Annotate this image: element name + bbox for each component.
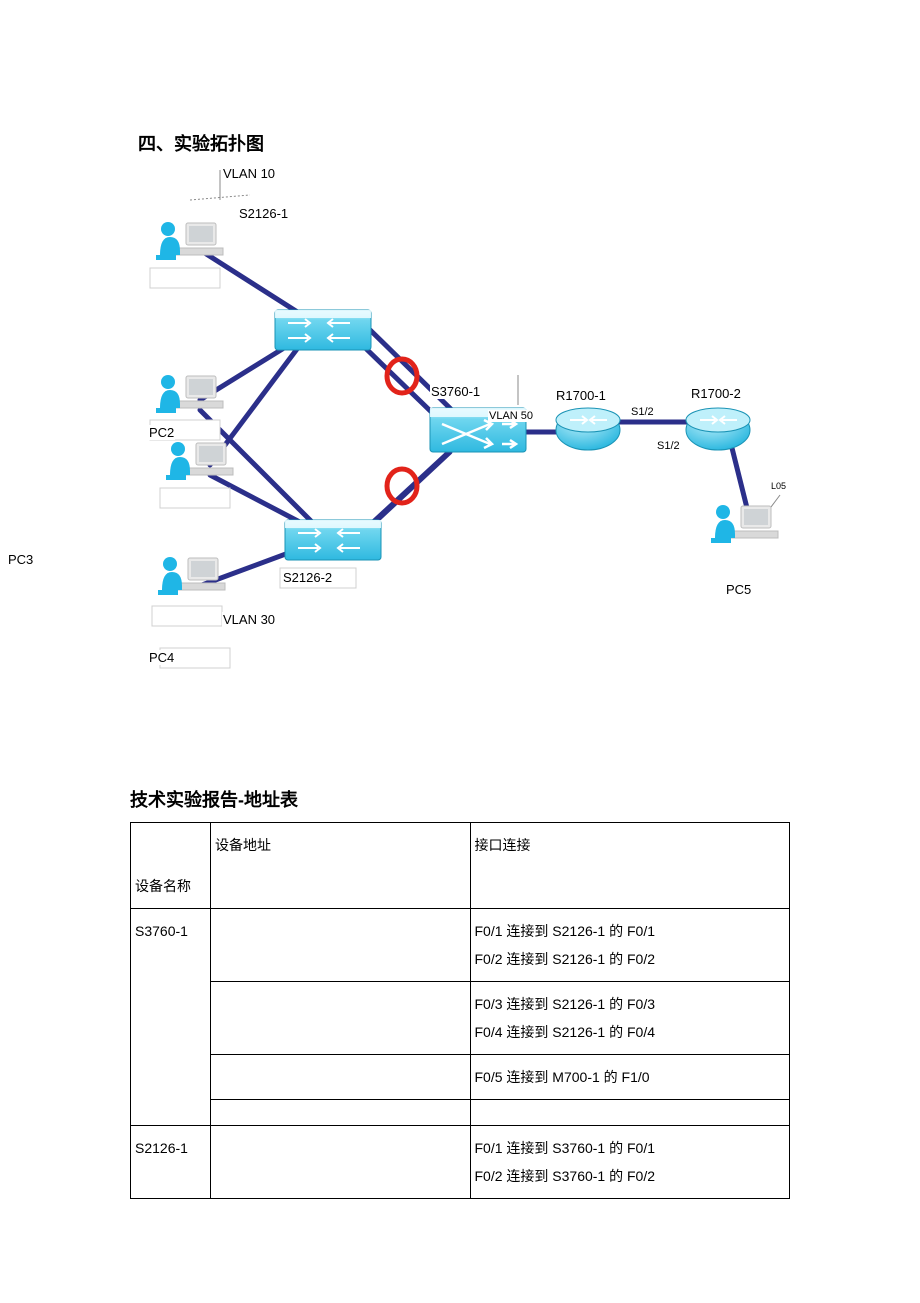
pc-icon-2 bbox=[156, 375, 223, 413]
label-l05: L05 bbox=[770, 481, 787, 491]
cell-addr bbox=[210, 909, 470, 982]
pc-icon-3 bbox=[166, 442, 233, 480]
label-vlan10: VLAN 10 bbox=[222, 166, 276, 181]
pc-icon-5 bbox=[711, 505, 778, 543]
cell-conn: F0/1 连接到 S2126-1 的 F0/1F0/2 连接到 S2126-1 … bbox=[470, 909, 790, 982]
label-s12-bot: S1/2 bbox=[656, 440, 681, 452]
pc-icon-1 bbox=[156, 222, 223, 260]
label-s2126-2: S2126-2 bbox=[282, 570, 333, 585]
cell-conn: F0/3 连接到 S2126-1 的 F0/3F0/4 连接到 S2126-1 … bbox=[470, 982, 790, 1055]
table-row: S3760-1 F0/1 连接到 S2126-1 的 F0/1F0/2 连接到 … bbox=[131, 909, 790, 982]
cell-addr bbox=[210, 1100, 470, 1126]
label-vlan50: VLAN 50 bbox=[488, 410, 534, 422]
cell-name: S3760-1 bbox=[131, 909, 211, 1126]
table-row: S2126-1 F0/1 连接到 S3760-1 的 F0/1F0/2 连接到 … bbox=[131, 1126, 790, 1199]
label-pc5: PC5 bbox=[725, 582, 752, 597]
table-heading: 技术实验报告-地址表 bbox=[130, 786, 298, 812]
address-table-wrap: 设备名称 设备地址 接口连接 S3760-1 F0/1 连接到 S2126-1 … bbox=[130, 822, 790, 1199]
network-topology-diagram: VLAN 10 S2126-1 PC2 PC4 S2126-2 VLAN 30 … bbox=[130, 120, 830, 680]
cell-conn: F0/5 连接到 M700-1 的 F1/0 bbox=[470, 1055, 790, 1100]
label-r1700-2: R1700-2 bbox=[690, 386, 742, 401]
switch-s2126-2 bbox=[285, 520, 381, 560]
router-r1700-1 bbox=[556, 408, 620, 450]
table-row bbox=[131, 1100, 790, 1126]
label-s12-top: S1/2 bbox=[630, 406, 655, 418]
label-pc4: PC4 bbox=[148, 650, 175, 665]
col-name-header: 设备名称 bbox=[131, 823, 211, 909]
label-s3760-1: S3760-1 bbox=[430, 384, 481, 399]
cell-addr bbox=[210, 1055, 470, 1100]
cell-addr bbox=[210, 982, 470, 1055]
cell-name: S2126-1 bbox=[131, 1126, 211, 1199]
pc-icon-4 bbox=[158, 557, 225, 595]
address-table: 设备名称 设备地址 接口连接 S3760-1 F0/1 连接到 S2126-1 … bbox=[130, 822, 790, 1199]
col-conn-header: 接口连接 bbox=[470, 823, 790, 909]
label-pc3-outer: PC3 bbox=[8, 552, 33, 567]
col-addr-header: 设备地址 bbox=[210, 823, 470, 909]
label-r1700-1: R1700-1 bbox=[555, 388, 607, 403]
label-pc2: PC2 bbox=[148, 425, 175, 440]
cell-conn bbox=[470, 1100, 790, 1126]
table-row: F0/3 连接到 S2126-1 的 F0/3F0/4 连接到 S2126-1 … bbox=[131, 982, 790, 1055]
table-row: F0/5 连接到 M700-1 的 F1/0 bbox=[131, 1055, 790, 1100]
label-s2126-1: S2126-1 bbox=[238, 206, 289, 221]
router-r1700-2 bbox=[686, 408, 750, 450]
table-header-row: 设备名称 设备地址 接口连接 bbox=[131, 823, 790, 909]
cell-addr bbox=[210, 1126, 470, 1199]
cell-conn: F0/1 连接到 S3760-1 的 F0/1F0/2 连接到 S3760-1 … bbox=[470, 1126, 790, 1199]
label-vlan30: VLAN 30 bbox=[222, 612, 276, 627]
switch-s2126-1 bbox=[275, 310, 371, 350]
